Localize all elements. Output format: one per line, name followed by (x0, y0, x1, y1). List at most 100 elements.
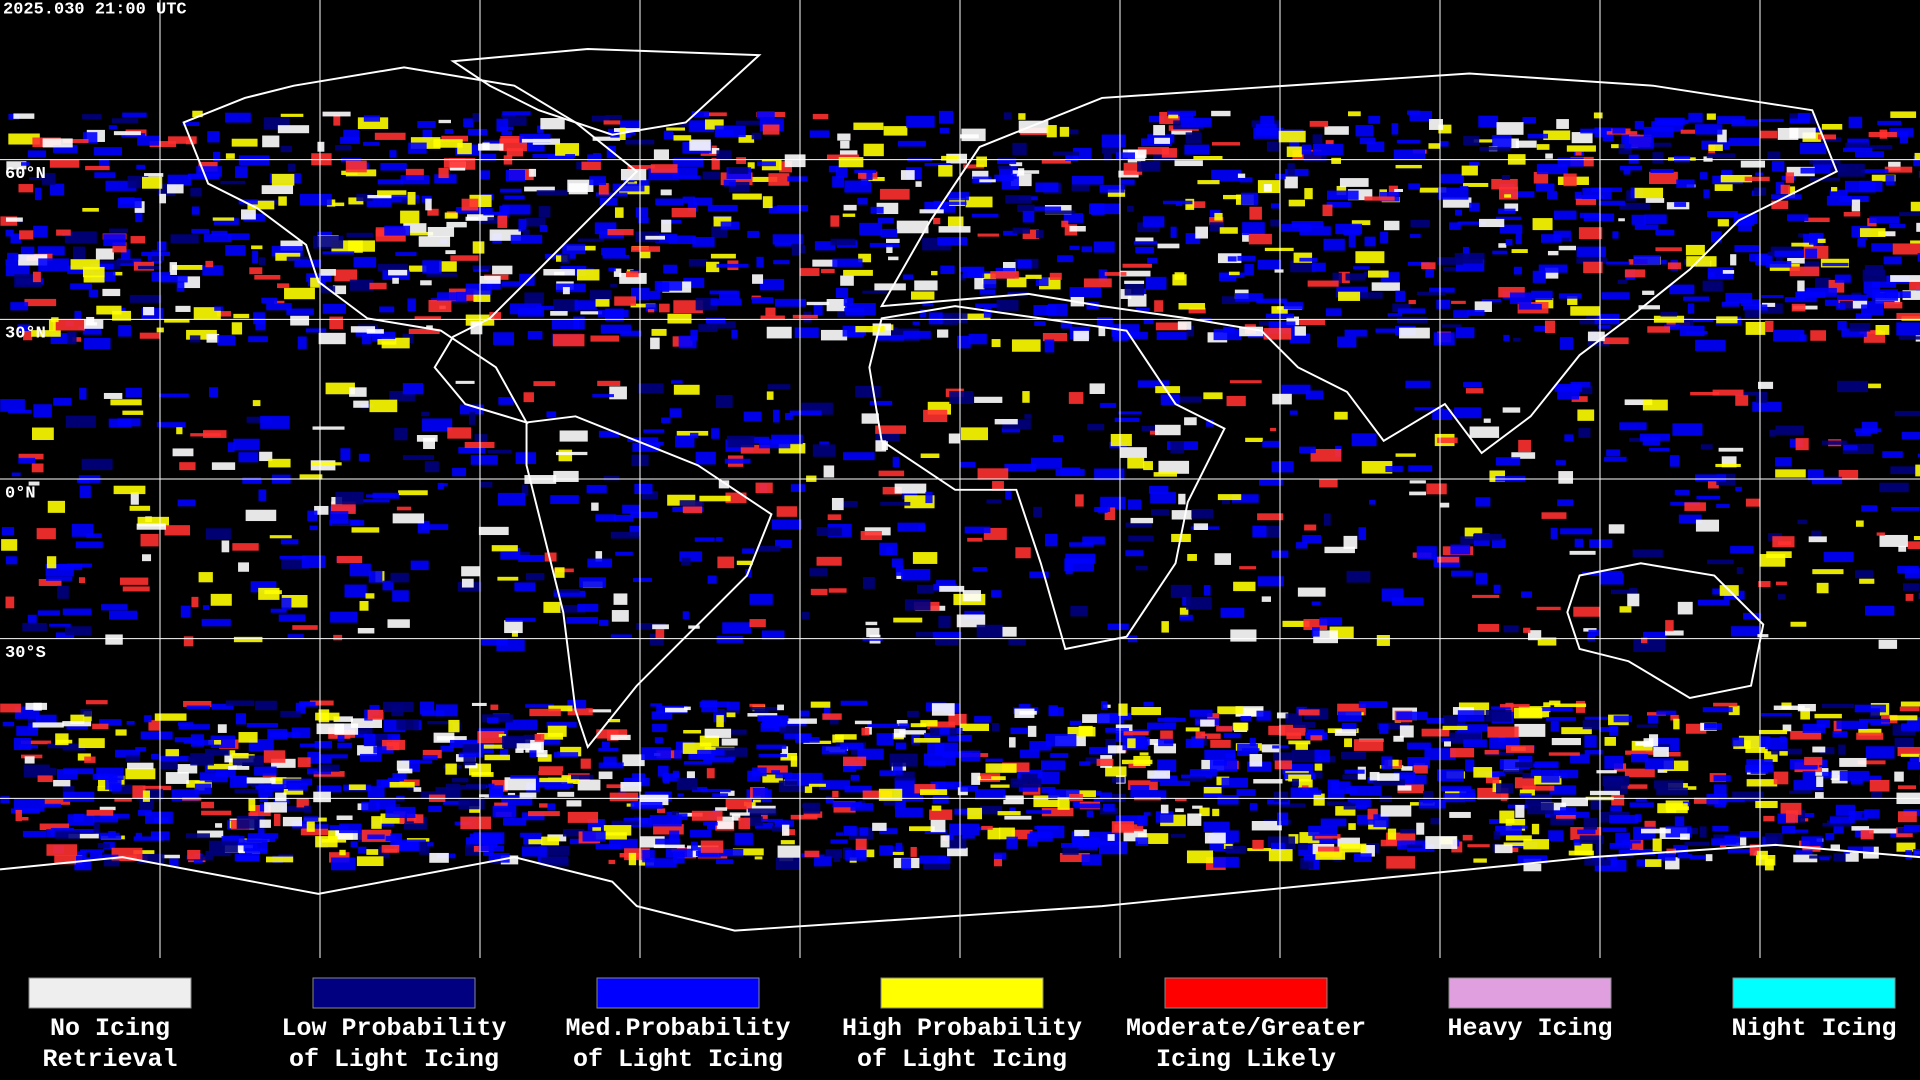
icing-pixel (962, 313, 991, 320)
icing-pixel (1396, 140, 1421, 144)
icing-pixel (588, 709, 612, 713)
icing-pixel (266, 303, 292, 311)
icing-pixel (1728, 705, 1740, 716)
icing-pixel (1746, 779, 1778, 787)
icing-pixel (1669, 284, 1695, 295)
icing-pixel (1871, 243, 1893, 252)
icing-pixel (691, 810, 723, 821)
icing-pixel (1052, 151, 1080, 156)
icing-pixel (850, 803, 873, 811)
icing-pixel (1788, 186, 1796, 198)
icing-pixel (316, 723, 345, 735)
icing-pixel (1107, 623, 1129, 630)
icing-pixel (224, 844, 253, 853)
icing-pixel (1733, 213, 1755, 226)
icing-pixel (1228, 271, 1240, 276)
icing-pixel (1727, 849, 1755, 853)
icing-pixel (676, 812, 703, 817)
icing-pixel (1750, 769, 1769, 774)
icing-pixel (465, 216, 488, 221)
icing-pixel (629, 526, 641, 537)
icing-pixel (1407, 110, 1421, 115)
icing-pixel (1785, 172, 1795, 183)
icing-pixel (135, 747, 147, 752)
icing-pixel (292, 625, 318, 630)
icing-pixel (1577, 409, 1595, 421)
icing-pixel (20, 740, 52, 745)
icing-pixel (90, 263, 114, 270)
icing-pixel (1468, 161, 1479, 166)
icing-pixel (1777, 127, 1799, 140)
icing-pixel (28, 718, 42, 724)
icing-pixel (635, 207, 649, 218)
icing-pixel (731, 814, 741, 821)
icing-pixel (1493, 830, 1501, 840)
icing-pixel (773, 260, 790, 265)
icing-pixel (1830, 844, 1840, 851)
icing-pixel (497, 492, 526, 506)
icing-pixel (1204, 749, 1236, 760)
icing-pixel (1131, 707, 1162, 716)
icing-pixel (290, 315, 310, 326)
icing-pixel (1086, 301, 1099, 310)
icing-pixel (1300, 857, 1314, 869)
icing-pixel (906, 115, 935, 128)
icing-pixel (1288, 199, 1306, 207)
icing-pixel (1606, 261, 1630, 265)
icing-pixel (1541, 770, 1560, 783)
icing-pixel (1599, 573, 1624, 585)
icing-pixel (1327, 190, 1359, 200)
icing-pixel (258, 489, 267, 501)
south-america (525, 415, 773, 749)
icing-pixel (1213, 760, 1227, 766)
icing-pixel (177, 276, 201, 289)
icing-pixel (1674, 816, 1685, 827)
icing-pixel (1356, 814, 1375, 825)
icing-pixel (960, 723, 990, 732)
icing-pixel (1775, 425, 1804, 435)
icing-pixel (1505, 239, 1513, 246)
icing-pixel (690, 329, 698, 341)
icing-pixel (1758, 581, 1771, 588)
icing-pixel (662, 772, 670, 784)
icing-pixel (638, 383, 664, 394)
icing-pixel (632, 442, 661, 452)
icing-pixel (1861, 421, 1878, 434)
icing-pixel (1068, 392, 1084, 404)
icing-pixel (1513, 266, 1522, 275)
icing-pixel (478, 143, 504, 151)
icing-pixel (1135, 565, 1148, 571)
icing-pixel (876, 733, 894, 746)
icing-pixel (518, 218, 527, 232)
icing-pixel (349, 563, 371, 577)
icing-pixel (1587, 633, 1595, 641)
icing-pixel (1334, 411, 1348, 420)
icing-pixel (306, 273, 332, 282)
icing-pixel (1123, 731, 1149, 736)
icing-pixel (787, 718, 817, 724)
icing-pixel (1797, 703, 1816, 712)
icing-pixel (1161, 148, 1177, 158)
icing-pixel (857, 748, 884, 760)
icing-pixel (832, 801, 862, 808)
icing-pixel (1299, 226, 1331, 235)
icing-pixel (396, 760, 410, 771)
icing-pixel (751, 132, 762, 140)
icing-pixel (501, 131, 513, 136)
icing-pixel (1440, 174, 1464, 184)
icing-pixel (1357, 292, 1383, 299)
icing-pixel (85, 700, 108, 705)
icing-pixel (672, 167, 698, 179)
icing-pixel (231, 322, 243, 335)
icing-pixel (1764, 320, 1774, 332)
icing-pixel (1322, 204, 1333, 217)
icing-pixel (235, 713, 247, 725)
icing-pixel (1835, 804, 1856, 816)
icing-pixel (1735, 486, 1742, 492)
icing-pixel (1557, 157, 1584, 167)
icing-pixel (1774, 250, 1804, 257)
icing-pixel (1355, 251, 1385, 264)
icing-pixel (0, 399, 25, 412)
icing-pixel (336, 815, 353, 820)
icing-pixel (1515, 804, 1525, 818)
